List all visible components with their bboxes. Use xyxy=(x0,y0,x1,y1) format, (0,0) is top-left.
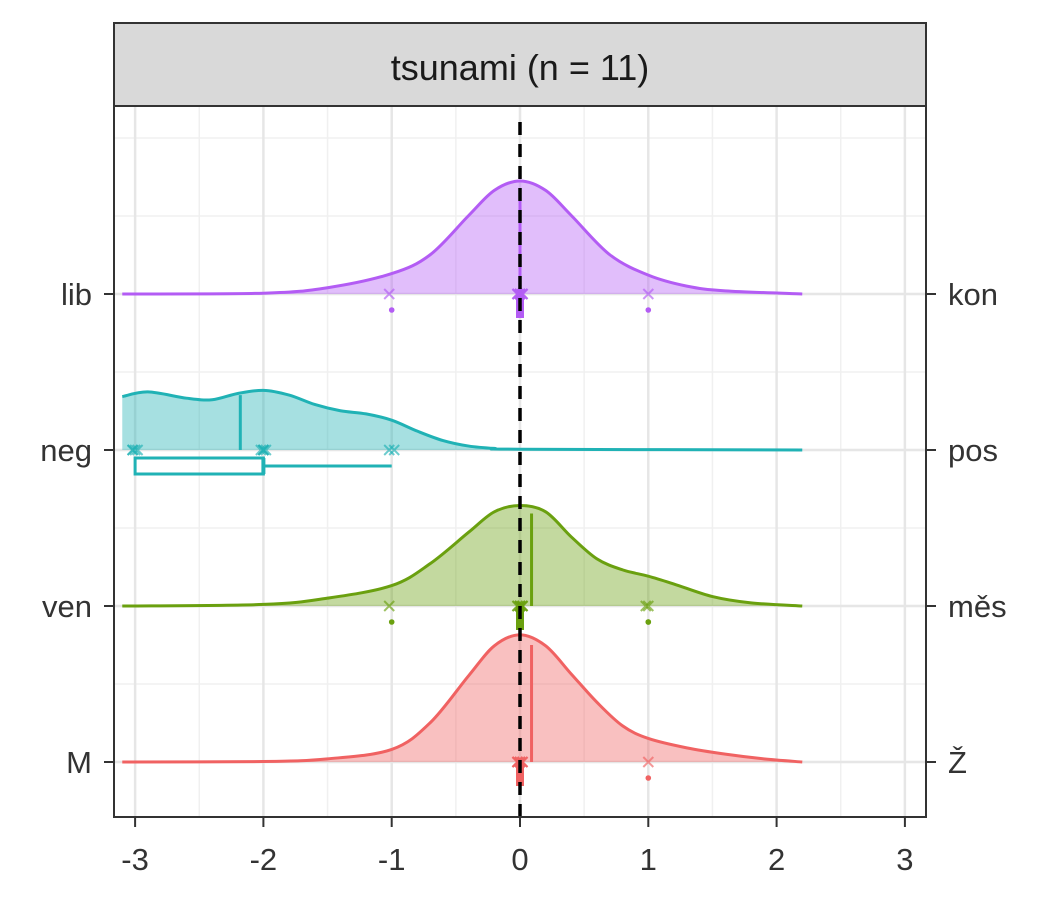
series-lib xyxy=(122,179,803,318)
x-tick-label: -1 xyxy=(378,842,406,877)
data-point-neg xyxy=(126,444,139,456)
y-label-left-neg: neg xyxy=(40,433,92,468)
data-point-neg xyxy=(388,444,400,456)
density-area-M xyxy=(122,634,803,762)
data-point-neg xyxy=(383,444,395,456)
density-curve-lib xyxy=(122,179,803,296)
y-label-right-pos: pos xyxy=(948,433,998,468)
x-tick-label: -2 xyxy=(250,842,278,877)
facet-strip: tsunami (n = 11) xyxy=(113,22,927,107)
y-label-right-měs: měs xyxy=(948,589,1007,624)
point-stroke xyxy=(642,600,655,612)
series-ven xyxy=(122,504,803,630)
facet-strip-background xyxy=(113,22,927,107)
point-stroke xyxy=(131,444,144,456)
density-curve-neg xyxy=(121,388,803,452)
density-area-lib xyxy=(122,180,803,294)
dot-lib xyxy=(388,307,395,313)
dot-ven xyxy=(645,619,652,625)
data-point-ven xyxy=(642,600,655,612)
density-curve-M xyxy=(122,633,803,764)
y-axis-left: lib neg ven M xyxy=(40,277,114,780)
point-stroke xyxy=(260,444,272,456)
series-M xyxy=(122,633,803,786)
data-point-neg xyxy=(129,444,141,456)
data-point-neg xyxy=(255,444,267,456)
density-area-ven xyxy=(122,505,803,606)
series-neg xyxy=(121,388,803,476)
density-curve-ven xyxy=(122,504,803,608)
point-stroke xyxy=(255,444,267,456)
density-area-neg xyxy=(122,390,803,450)
data-point-M xyxy=(642,756,655,768)
point-stroke xyxy=(383,288,395,300)
data-point-lib xyxy=(383,288,395,300)
dot-ven xyxy=(388,619,395,625)
dot-M xyxy=(645,775,652,781)
point-stroke xyxy=(383,444,395,456)
data-point-neg xyxy=(260,444,272,456)
point-stroke xyxy=(640,600,652,612)
box-collapsed-M xyxy=(516,762,524,786)
point-stroke xyxy=(383,600,395,612)
point-stroke xyxy=(257,444,270,456)
y-label-left-M: M xyxy=(66,745,92,780)
y-label-left-lib: lib xyxy=(61,277,92,312)
data-point-ven xyxy=(383,600,395,612)
y-label-right-Ž: Ž xyxy=(948,745,967,780)
data-point-lib xyxy=(642,288,655,300)
x-tick-label: 0 xyxy=(511,842,528,877)
y-label-left-ven: ven xyxy=(42,589,92,624)
x-tick-label: 1 xyxy=(640,842,657,877)
y-label-right-kon: kon xyxy=(948,277,998,312)
data-point-neg xyxy=(131,444,144,456)
point-stroke xyxy=(642,288,655,300)
series-layer xyxy=(121,179,803,786)
y-axis-right: kon pos měs Ž xyxy=(926,277,1007,780)
point-stroke xyxy=(642,756,655,768)
data-point-neg xyxy=(257,444,270,456)
point-stroke xyxy=(388,444,400,456)
data-point-ven xyxy=(640,600,652,612)
facet-strip-title: tsunami (n = 11) xyxy=(391,47,649,88)
point-stroke xyxy=(126,444,139,456)
x-tick-label: 3 xyxy=(896,842,913,877)
x-axis: -3 -2 -1 0 1 2 3 xyxy=(121,817,914,877)
x-tick-label: 2 xyxy=(768,842,785,877)
x-tick-label: -3 xyxy=(121,842,149,877)
point-stroke xyxy=(129,444,141,456)
dot-lib xyxy=(645,307,652,313)
